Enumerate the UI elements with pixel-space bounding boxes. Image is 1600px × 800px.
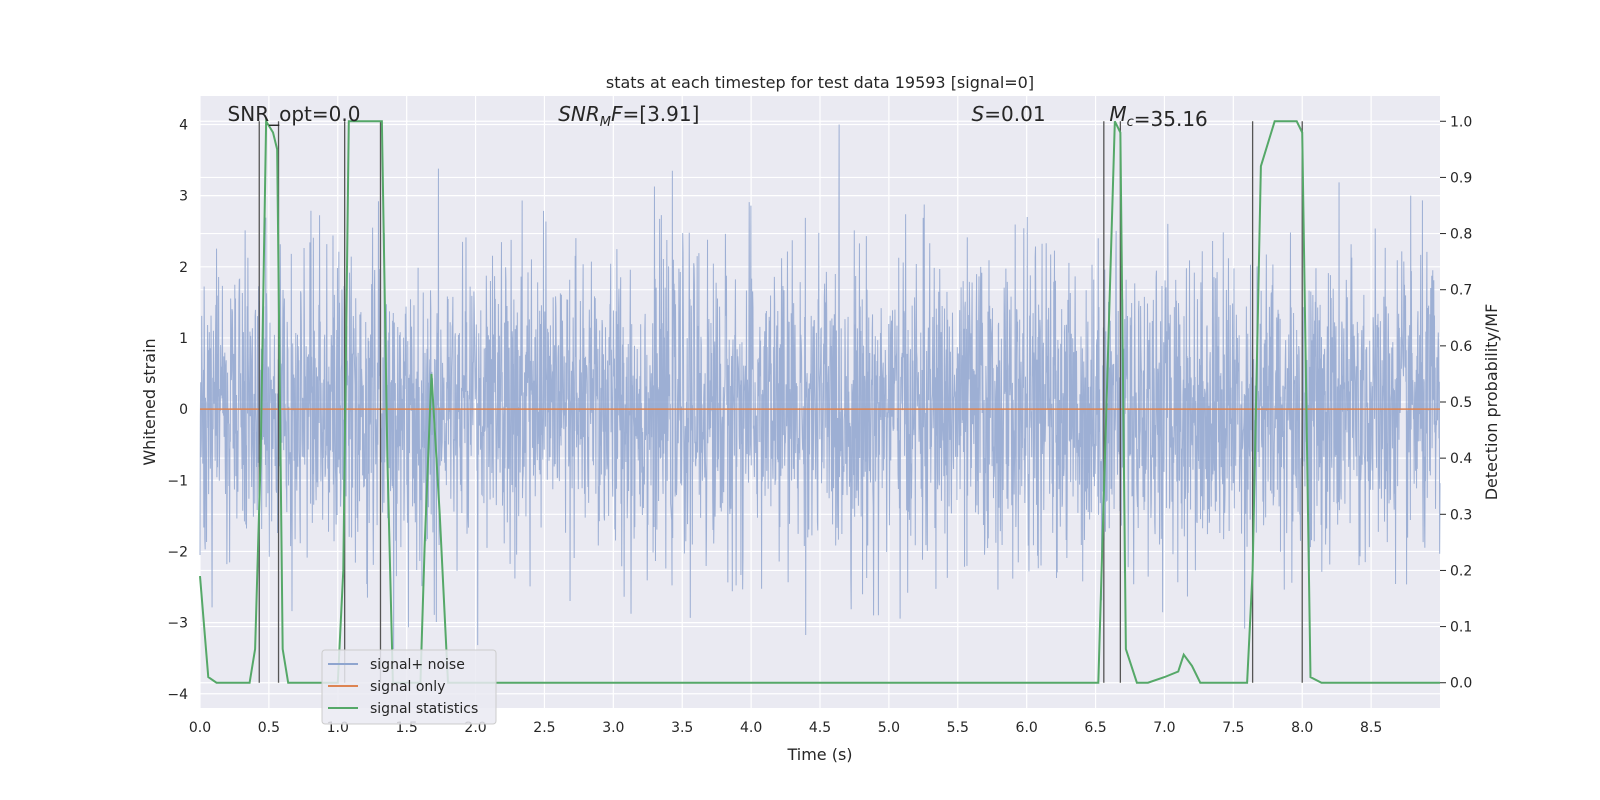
y2-tick-label: 0.3	[1450, 507, 1472, 523]
x-tick-label: 5.0	[878, 720, 900, 736]
y2-axis-ticks: 1.0 0.9 0.8 0.7 0.6 0.5 0.4 0.3 0.2 0.1 0.0	[1440, 114, 1472, 692]
x-tick-label: 7.0	[1153, 720, 1175, 736]
y-tick-label: −4	[167, 687, 188, 703]
y2-tick-label: 0.0	[1450, 676, 1472, 692]
legend-label-signal-only: signal only	[370, 679, 445, 695]
y-tick-label: −2	[167, 544, 188, 560]
y2-tick-label: 0.9	[1450, 170, 1472, 186]
legend: signal+ noise signal only signal statist…	[321, 649, 497, 725]
x-axis-label: Time (s)	[786, 745, 852, 764]
x-tick-label: 7.5	[1222, 720, 1244, 736]
y2-tick-label: 0.6	[1450, 339, 1472, 355]
y-tick-label: −3	[167, 616, 188, 632]
x-tick-label: 0.0	[189, 720, 211, 736]
y-axis-label: Whitened strain	[140, 338, 159, 465]
y-tick-label: 2	[179, 260, 188, 276]
vertical-lines	[258, 121, 1303, 683]
x-tick-label: 0.5	[258, 720, 280, 736]
x-tick-label: 5.5	[947, 720, 969, 736]
annotations: SNR_opt=0.0 SNRMF=[3.91] S=0.01 Mc=35.16	[228, 102, 1208, 131]
annotation-text: Mc=35.16	[1109, 102, 1207, 131]
y-tick-label: 0	[179, 402, 188, 418]
x-tick-label: 2.5	[533, 720, 555, 736]
statistics-line	[199, 117, 1440, 684]
y2-tick-label: 0.4	[1450, 451, 1472, 467]
x-tick-label: 3.5	[671, 720, 693, 736]
annotation-text: S=0.01	[972, 102, 1046, 126]
annotation-text: SNRMF=[3.91]	[558, 102, 699, 130]
x-tick-label: 6.0	[1016, 720, 1038, 736]
x-tick-label: 4.5	[809, 720, 831, 736]
x-tick-label: 6.5	[1084, 720, 1106, 736]
chart-title: stats at each timestep for test data 195…	[606, 73, 1034, 92]
y2-tick-label: 0.2	[1450, 563, 1472, 579]
y2-tick-label: 0.1	[1450, 620, 1472, 636]
y-tick-label: 4	[179, 117, 188, 133]
series-signal-statistics	[199, 117, 1440, 684]
legend-box	[321, 649, 497, 725]
annotation-text: SNR_opt=0.0	[228, 102, 361, 126]
y2-axis-label: Detection probability/MF	[1482, 304, 1501, 501]
legend-label-statistics: signal statistics	[370, 701, 478, 717]
y-tick-label: 3	[179, 189, 188, 205]
x-tick-label: 3.0	[602, 720, 624, 736]
x-tick-label: 8.5	[1360, 720, 1382, 736]
y2-tick-label: 0.5	[1450, 395, 1472, 411]
y-tick-label: 1	[179, 331, 188, 347]
y2-tick-label: 0.8	[1450, 227, 1472, 243]
legend-label-noise: signal+ noise	[370, 657, 465, 673]
y2-tick-label: 1.0	[1450, 114, 1472, 130]
x-tick-label: 4.0	[740, 720, 762, 736]
x-tick-label: 8.0	[1291, 720, 1313, 736]
y2-tick-label: 0.7	[1450, 283, 1472, 299]
y-axis-ticks: 4 3 2 1 0 −1 −2 −3 −4	[167, 117, 188, 702]
y-tick-label: −1	[167, 473, 188, 489]
